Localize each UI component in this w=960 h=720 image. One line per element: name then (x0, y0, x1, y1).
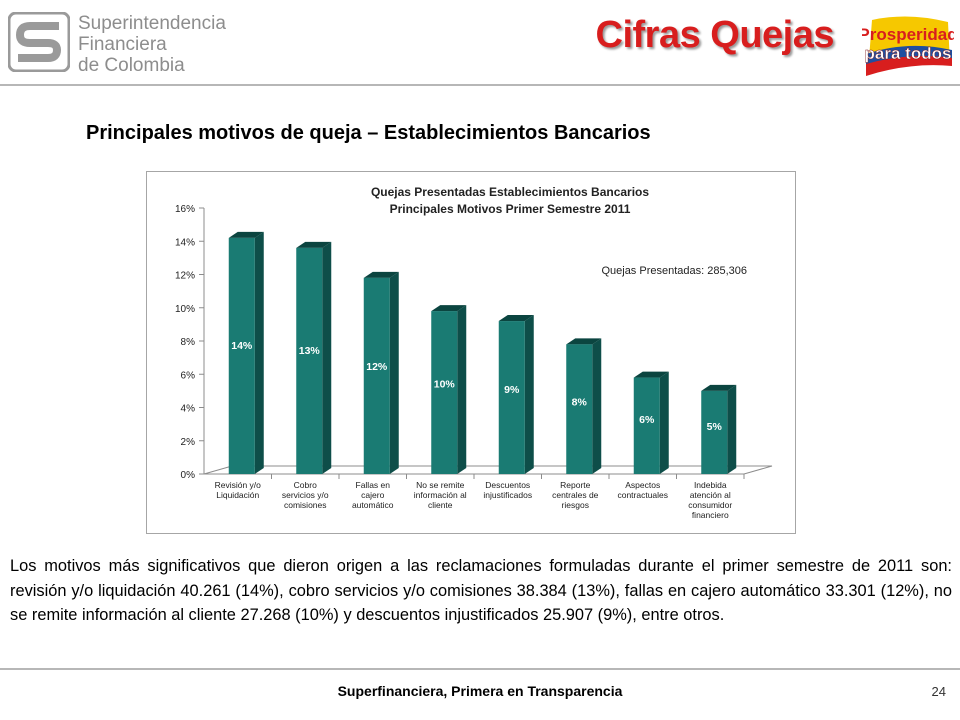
bar-group: 8% (566, 338, 602, 474)
x-tick-label: Cobro (294, 480, 317, 490)
superfinanciera-logo: Superintendencia Financiera de Colombia (8, 12, 226, 76)
y-tick-label: 4% (181, 404, 196, 415)
bar (701, 390, 728, 474)
x-tick-label: información al (414, 490, 467, 500)
bar-data-label: 5% (707, 421, 723, 433)
chart-annotation: Quejas Presentadas: 285,306 (601, 265, 747, 277)
x-tick-label: Revisión y/o (215, 480, 262, 490)
bar (633, 377, 660, 474)
bar-group: 6% (633, 371, 669, 474)
bar-data-label: 8% (572, 396, 588, 408)
x-tick-label: cliente (428, 500, 453, 510)
chart-title: Quejas Presentadas Establecimientos Banc… (371, 185, 649, 199)
y-tick-label: 0% (181, 470, 196, 481)
bar-side (389, 271, 399, 474)
y-tick-label: 14% (175, 237, 195, 248)
page-title: Cifras Quejas (595, 14, 835, 56)
bar-group: 13% (296, 241, 332, 474)
bar-group: 5% (701, 384, 737, 474)
bar (498, 321, 525, 474)
section-subtitle: Principales motivos de queja – Estableci… (86, 122, 651, 144)
bar-side (592, 338, 602, 474)
org-name-line-3: de Colombia (78, 55, 185, 76)
bar-side (727, 384, 737, 474)
bar-group: 9% (498, 315, 534, 474)
y-tick-label: 2% (181, 437, 196, 448)
y-tick-label: 6% (181, 370, 196, 381)
bar-top (363, 271, 399, 278)
bar-group: 10% (431, 305, 467, 474)
chart-floor (203, 465, 773, 475)
x-tick-label: contractuales (617, 490, 668, 500)
y-tick-label: 10% (175, 304, 195, 315)
x-tick-label: Indebida (694, 480, 727, 490)
footer-divider (0, 668, 960, 670)
bar-side (254, 231, 264, 474)
bar-data-label: 6% (639, 414, 655, 426)
bar-top (633, 371, 669, 378)
bar (363, 277, 390, 474)
org-name: Superintendencia Financiera de Colombia (78, 13, 226, 76)
footer-text: Superfinanciera, Primera en Transparenci… (337, 683, 623, 699)
bar-side (322, 241, 332, 474)
bar-top (701, 384, 737, 391)
body-paragraph: Los motivos más significativos que diero… (10, 557, 952, 624)
y-tick-label: 12% (175, 271, 195, 282)
x-tick-label: Fallas en (356, 480, 391, 490)
y-tick-label: 8% (181, 337, 196, 348)
chart-container: Quejas Presentadas Establecimientos Banc… (146, 171, 796, 534)
bar (296, 247, 323, 474)
badge-line-1: Prosperidad (862, 25, 954, 44)
org-name-line-1: Superintendencia (78, 13, 226, 34)
bar (566, 344, 593, 474)
org-name-line-2: Financiera (78, 34, 167, 55)
x-tick-label: comisiones (284, 500, 327, 510)
bar-top (566, 338, 602, 345)
bar-data-label: 14% (231, 340, 253, 352)
bar-side (457, 305, 467, 474)
bar-group: 14% (228, 231, 264, 474)
badge-line-2: para todos (865, 44, 952, 63)
x-tick-label: riesgos (562, 500, 589, 510)
page-number: 24 (931, 684, 946, 699)
superfinanciera-s-logo-icon (8, 12, 70, 72)
x-tick-label: Reporte (560, 480, 591, 490)
bar-top (296, 241, 332, 248)
bar-chart: Quejas Presentadas Establecimientos Banc… (175, 185, 773, 520)
bar-group: 12% (363, 271, 399, 474)
x-tick-label: Aspectos (625, 480, 660, 490)
prosperidad-para-todos-logo: Prosperidad para todos (862, 16, 954, 76)
bar-data-label: 13% (299, 345, 321, 357)
bar-top (498, 315, 534, 322)
x-tick-label: cajero (361, 490, 384, 500)
x-tick-label: Descuentos (485, 480, 530, 490)
chart-subtitle: Principales Motivos Primer Semestre 2011 (390, 202, 631, 216)
x-tick-label: atención al (690, 490, 731, 500)
bar-side (659, 371, 669, 474)
x-tick-label: injustificados (483, 490, 532, 500)
bar-side (524, 315, 534, 474)
bar-top (431, 305, 467, 312)
bar-top (228, 231, 264, 238)
bar-data-label: 12% (366, 361, 388, 373)
x-tick-label: No se remite (416, 480, 464, 490)
x-tick-label: centrales de (552, 490, 599, 500)
bar (431, 311, 458, 474)
x-tick-label: financiero (692, 510, 729, 520)
x-tick-label: servicios y/o (282, 490, 329, 500)
y-tick-label: 16% (175, 204, 195, 215)
x-tick-label: automático (352, 500, 394, 510)
header-divider (0, 84, 960, 86)
bar (228, 237, 255, 474)
x-tick-label: consumidor (688, 500, 732, 510)
bar-data-label: 10% (434, 379, 456, 391)
bar-data-label: 9% (504, 384, 520, 396)
x-tick-label: Liquidación (216, 490, 259, 500)
